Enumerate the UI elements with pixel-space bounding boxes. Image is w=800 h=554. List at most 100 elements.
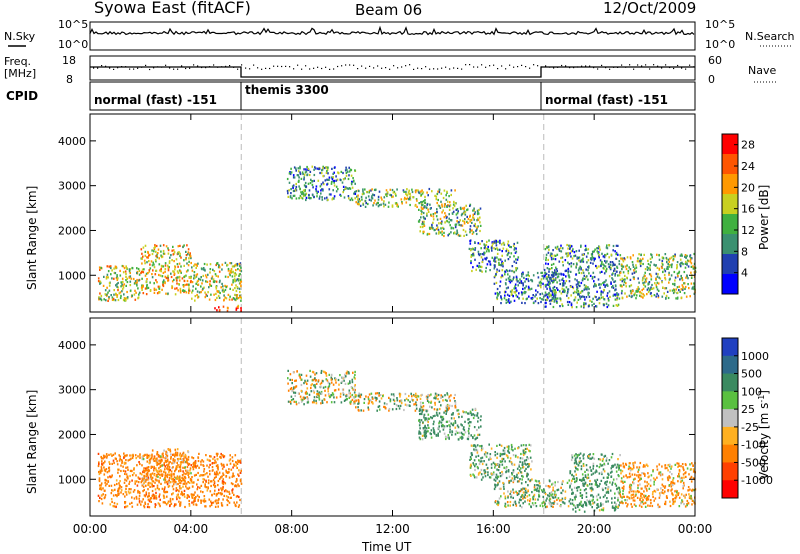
scatter-point <box>444 435 447 438</box>
scatter-point <box>507 258 510 261</box>
nave-point <box>121 66 123 68</box>
scatter-point <box>106 471 109 474</box>
scatter-point <box>496 444 498 447</box>
scatter-point <box>195 503 197 506</box>
scatter-point <box>515 267 517 270</box>
scatter-point <box>227 269 230 272</box>
scatter-point <box>496 252 499 255</box>
scatter-point <box>163 462 166 465</box>
nave-point <box>341 65 343 67</box>
freq-label: Freq. <box>4 55 31 68</box>
scatter-point <box>467 217 470 221</box>
scatter-point <box>203 262 206 266</box>
scatter-point <box>316 393 318 396</box>
scatter-point <box>477 217 479 220</box>
scatter-point <box>190 277 192 280</box>
scatter-point <box>513 248 516 251</box>
scatter-point <box>616 298 618 301</box>
scatter-point <box>118 459 121 462</box>
scatter-point <box>621 289 623 293</box>
scatter-point <box>504 294 506 297</box>
scatter-point <box>137 297 139 300</box>
scatter-point <box>128 276 131 279</box>
scatter-point <box>468 247 471 250</box>
scatter-point <box>153 494 156 497</box>
scatter-point <box>295 189 298 192</box>
scatter-point <box>576 288 578 291</box>
scatter-point <box>145 272 148 275</box>
scatter-point <box>207 291 209 294</box>
nave-point <box>601 64 603 66</box>
scatter-point <box>301 399 303 402</box>
scatter-point <box>486 452 489 455</box>
nave-point <box>305 65 307 67</box>
scatter-point <box>172 253 175 256</box>
scatter-point <box>519 478 521 481</box>
scatter-point <box>427 208 429 211</box>
scatter-point <box>177 482 179 486</box>
scatter-point <box>563 502 566 505</box>
scatter-point <box>670 256 673 259</box>
scatter-point <box>151 273 153 276</box>
scatter-point <box>443 411 445 414</box>
scatter-point <box>153 497 156 500</box>
scatter-point <box>209 283 211 286</box>
station-title: Syowa East (fitACF) <box>94 0 251 17</box>
scatter-point <box>512 244 515 248</box>
scatter-point <box>469 203 472 206</box>
scatter-point <box>173 505 176 508</box>
scatter-point <box>371 188 373 191</box>
scatter-point <box>168 481 170 484</box>
scatter-point <box>138 273 141 276</box>
scatter-point <box>431 417 433 420</box>
nsky-label: N.Sky <box>4 30 36 43</box>
scatter-point <box>621 265 623 268</box>
scatter-point <box>141 270 143 273</box>
scatter-point <box>177 265 179 268</box>
scatter-point <box>171 493 173 496</box>
scatter-point <box>238 263 241 266</box>
scatter-point <box>538 493 540 496</box>
scatter-point <box>612 262 615 265</box>
scatter-point <box>550 299 552 302</box>
nave-point <box>97 67 99 69</box>
scatter-point <box>426 233 429 236</box>
cpid-segment-3: normal (fast) -151 <box>545 93 668 107</box>
scatter-point <box>598 256 600 259</box>
scatter-point <box>678 285 681 288</box>
scatter-point <box>147 488 149 491</box>
scatter-point <box>156 479 158 482</box>
scatter-point <box>196 464 199 467</box>
nave-point <box>385 67 387 69</box>
scatter-point <box>421 207 423 210</box>
scatter-point <box>186 279 189 283</box>
scatter-point <box>512 469 515 472</box>
scatter-point <box>100 482 103 485</box>
scatter-point <box>446 420 449 423</box>
scatter-point <box>153 469 155 472</box>
scatter-point <box>628 294 631 297</box>
scatter-point <box>134 298 137 301</box>
nave-point <box>93 67 95 69</box>
scatter-point <box>178 276 181 279</box>
scatter-point <box>501 460 504 463</box>
scatter-point <box>297 392 300 395</box>
scatter-point <box>473 212 476 215</box>
scatter-point <box>158 273 160 277</box>
scatter-point <box>137 491 139 494</box>
scatter-point <box>423 217 425 220</box>
scatter-point <box>592 271 595 274</box>
y-tick-label: 4000 <box>58 135 86 148</box>
scatter-point <box>140 271 142 275</box>
scatter-point <box>328 193 331 196</box>
scatter-point <box>539 293 541 296</box>
scatter-point <box>370 199 372 202</box>
scatter-point <box>149 485 151 488</box>
nave-point <box>373 67 375 69</box>
scatter-point <box>229 462 232 465</box>
scatter-point <box>493 247 495 250</box>
scatter-point <box>456 409 458 412</box>
scatter-point <box>558 272 560 275</box>
scatter-point <box>577 290 579 293</box>
scatter-point <box>354 384 356 387</box>
